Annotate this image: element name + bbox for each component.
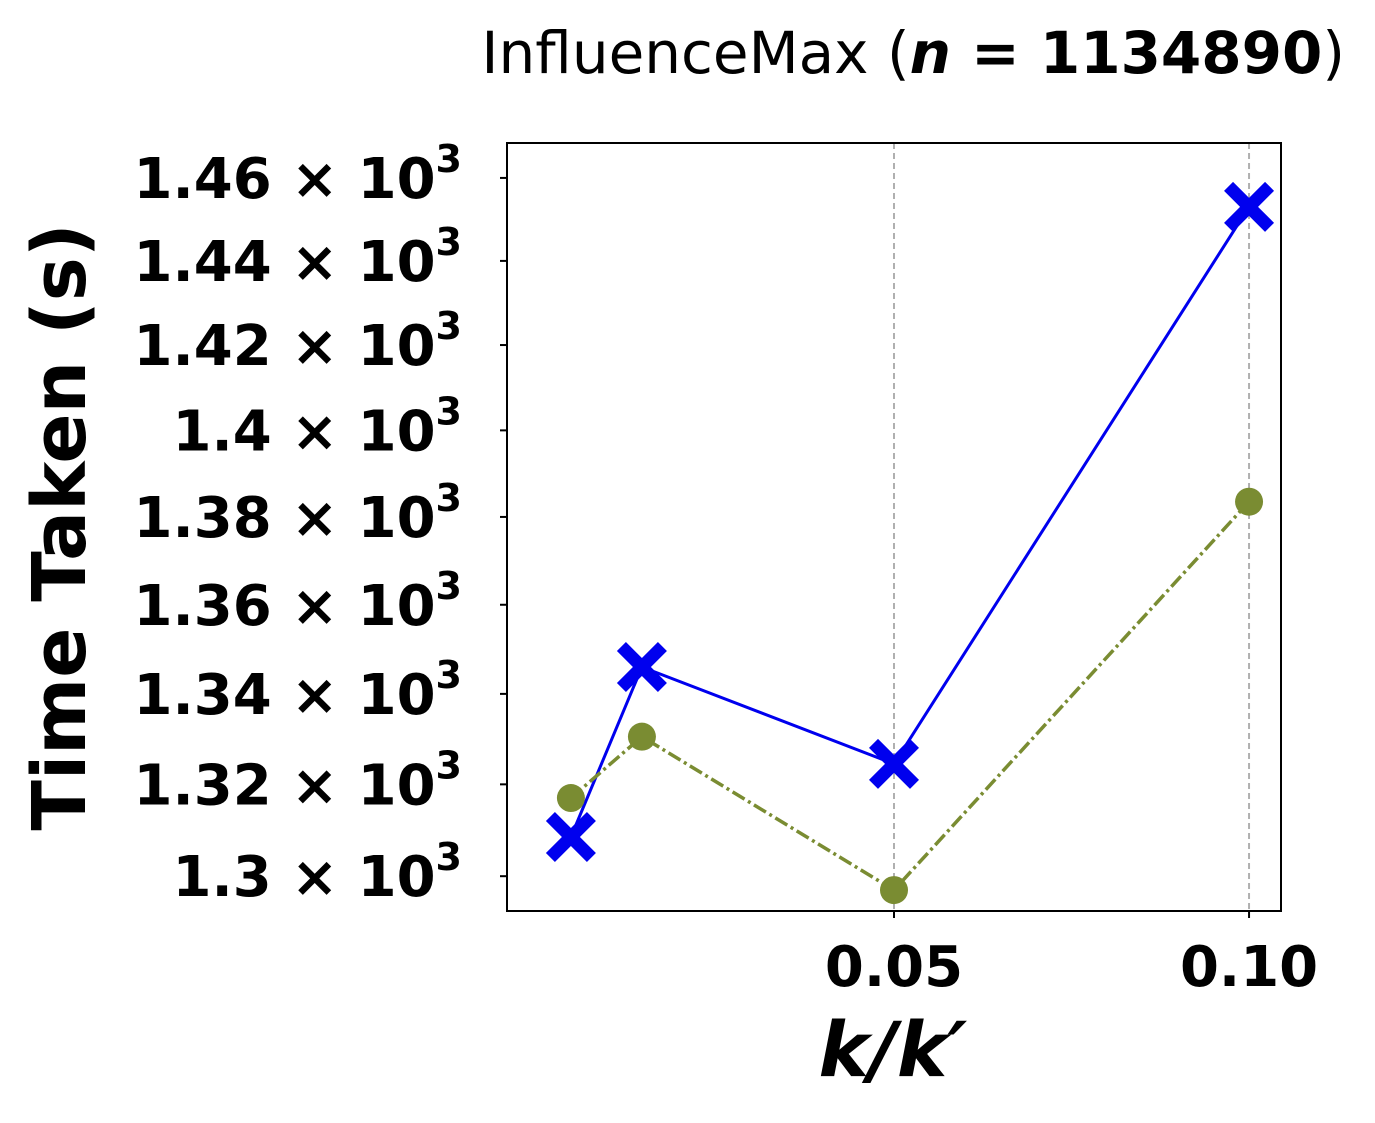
y-tick-exponent: 3 (436, 835, 462, 879)
y-tick-label: 1.34 × 103 (134, 653, 462, 728)
y-tick-exponent: 3 (436, 476, 462, 520)
y-tick-exponent: 3 (436, 304, 462, 348)
y-tick-label: 1.46 × 103 (134, 137, 462, 212)
y-tick-mantissa: 1.42 (134, 314, 292, 379)
y-tick-base: × 10 (291, 845, 435, 910)
series-1-point (616, 642, 667, 693)
y-tick-mantissa: 1.46 (134, 147, 292, 212)
y-tick-exponent: 3 (436, 220, 462, 264)
y-tick-mantissa: 1.32 (134, 753, 292, 818)
y-tick-mantissa: 1.4 (172, 399, 291, 464)
y-tick-mantissa: 1.44 (134, 230, 292, 295)
x-axis-label: k/k′ (819, 1005, 968, 1094)
grid (893, 143, 1251, 911)
x-tick-label: 0.10 (1180, 935, 1318, 1000)
y-tick-exponent: 3 (436, 389, 462, 433)
y-axis-label: Time Taken (s) (17, 223, 103, 830)
y-tick-exponent: 3 (436, 137, 462, 181)
series-2-point (556, 784, 585, 813)
chart-title-eq: = 1134890 (951, 19, 1322, 87)
y-tick-label: 1.3 × 103 (172, 835, 462, 910)
y-tick-base: × 10 (291, 399, 435, 464)
y-tick-label: 1.38 × 103 (134, 476, 462, 551)
y-tick-base: × 10 (291, 147, 435, 212)
y-tick-mantissa: 1.38 (134, 486, 292, 551)
y-tick-label: 1.32 × 103 (134, 743, 462, 818)
y-tick-label: 1.44 × 103 (134, 220, 462, 295)
chart-title-prefix: InfluenceMax ( (481, 19, 909, 87)
series-1-point (869, 738, 919, 789)
y-tick-exponent: 3 (436, 564, 462, 608)
y-tick-label: 1.4 × 103 (172, 389, 462, 464)
chart-title-var: n (910, 19, 951, 87)
y-tick-base: × 10 (291, 753, 435, 818)
x-axis-ticks: 0.05 0.10 (825, 911, 1318, 1000)
y-tick-label: 1.42 × 103 (134, 304, 462, 379)
series-2-line (569, 500, 1251, 893)
series-2-point (880, 876, 908, 905)
y-tick-exponent: 3 (436, 653, 462, 697)
x-tick-label: 0.05 (825, 935, 963, 1000)
series-1-point (545, 811, 596, 862)
y-tick-label: 1.36 × 103 (134, 564, 462, 639)
chart-title: InfluenceMax (n = 1134890) (481, 19, 1345, 87)
y-tick-mantissa: 1.3 (172, 845, 291, 910)
series-2-point (627, 722, 656, 751)
y-tick-base: × 10 (291, 314, 435, 379)
plot-frame (506, 142, 1282, 912)
series-layer (545, 181, 1275, 905)
y-tick-mantissa: 1.34 (134, 663, 292, 728)
series-1-point (1224, 181, 1275, 232)
chart-title-suffix: ) (1322, 19, 1345, 87)
y-tick-exponent: 3 (436, 743, 462, 787)
series-2-point (1235, 487, 1264, 516)
y-tick-base: × 10 (291, 574, 435, 639)
y-tick-mantissa: 1.36 (134, 574, 292, 639)
y-tick-base: × 10 (291, 663, 435, 728)
series-1-line (569, 206, 1251, 838)
y-tick-base: × 10 (291, 486, 435, 551)
y-tick-base: × 10 (291, 230, 435, 295)
